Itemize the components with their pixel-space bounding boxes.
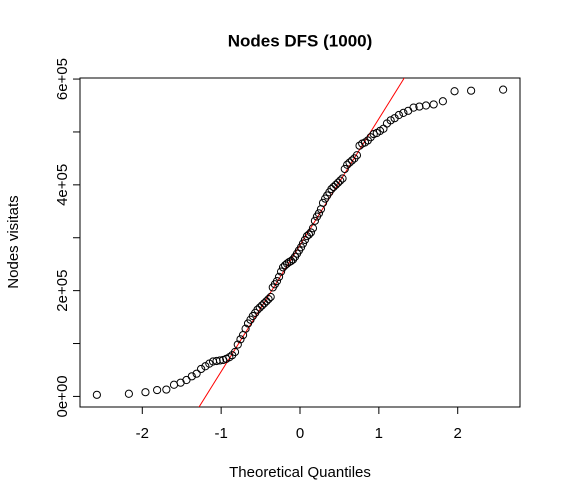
point	[318, 198, 328, 207]
point	[306, 228, 315, 237]
y-tick-label: 6e+05	[54, 58, 71, 100]
point	[197, 364, 206, 374]
point	[352, 151, 362, 160]
point	[310, 216, 320, 225]
point	[467, 86, 476, 95]
point	[225, 353, 234, 362]
point	[141, 388, 150, 397]
point	[192, 369, 201, 378]
point	[124, 389, 133, 398]
point	[241, 324, 250, 333]
point	[327, 184, 336, 194]
point	[429, 100, 438, 109]
y-axis-label: Nodes visitats	[5, 195, 22, 288]
y-tick-label: 2e+05	[54, 270, 71, 312]
point	[182, 375, 191, 385]
point	[274, 272, 284, 281]
x-tick-label: -1	[214, 425, 227, 442]
point	[336, 176, 345, 185]
x-tick-label: 2	[454, 425, 462, 442]
point	[345, 158, 354, 167]
point	[266, 292, 275, 302]
point	[233, 340, 242, 349]
point	[394, 110, 403, 120]
point	[236, 335, 245, 344]
x-tick-label: -2	[136, 425, 149, 442]
y-tick-label: 4e+05	[54, 164, 71, 206]
point	[276, 267, 286, 276]
point	[343, 160, 352, 169]
point	[288, 255, 298, 264]
x-tick-label: 1	[375, 425, 383, 442]
point	[360, 138, 370, 147]
point	[272, 277, 282, 286]
point	[314, 209, 324, 218]
point	[386, 116, 395, 125]
point	[450, 87, 459, 96]
point	[260, 299, 269, 308]
point	[329, 182, 338, 192]
point	[257, 301, 267, 310]
x-axis-label: Theoretical Quantiles	[229, 464, 371, 481]
point	[308, 224, 318, 233]
point	[304, 230, 314, 239]
point	[499, 85, 508, 94]
point	[255, 303, 264, 312]
point	[409, 103, 418, 112]
point	[421, 101, 431, 110]
point	[230, 347, 240, 357]
point	[264, 294, 273, 304]
point	[162, 385, 171, 394]
point	[187, 372, 196, 381]
x-tick-label: 0	[296, 425, 304, 442]
y-tick-label: 0e+00	[54, 375, 71, 417]
point	[331, 180, 340, 189]
point	[338, 174, 347, 183]
point	[262, 297, 271, 306]
point	[333, 178, 343, 187]
point	[347, 156, 357, 165]
point	[253, 305, 262, 314]
point	[282, 259, 292, 268]
point	[399, 108, 408, 118]
point	[215, 356, 225, 365]
point	[153, 385, 162, 395]
point	[92, 390, 101, 399]
chart-title: Nodes DFS (1000)	[228, 31, 373, 50]
point	[340, 164, 349, 174]
point	[438, 97, 447, 106]
